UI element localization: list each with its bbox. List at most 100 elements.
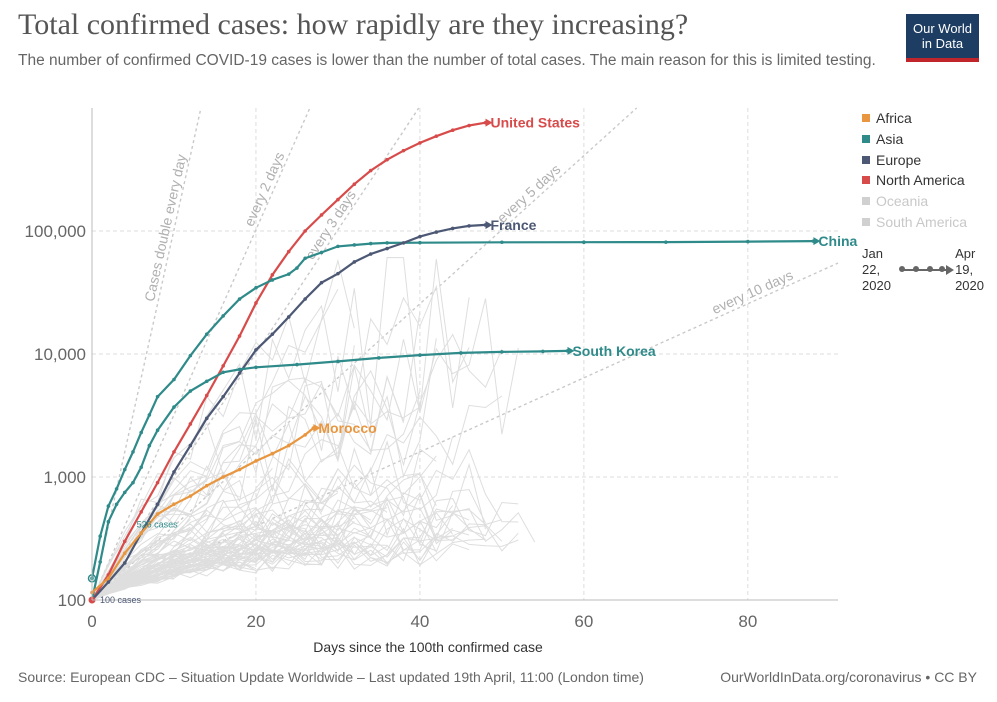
timeline-arrow-icon — [946, 265, 954, 275]
background-country-line — [91, 448, 519, 601]
data-point — [385, 241, 389, 245]
data-point — [418, 353, 422, 357]
legend-item-south-america[interactable]: South America — [862, 211, 967, 232]
x-tick-label: 60 — [574, 612, 593, 631]
data-point — [418, 240, 422, 245]
data-point — [303, 297, 307, 301]
timeline-handle-end[interactable] — [939, 266, 945, 272]
background-country-line — [91, 489, 486, 601]
page-subtitle: The number of confirmed COVID-19 cases i… — [18, 52, 876, 69]
legend-item-asia[interactable]: Asia — [862, 129, 967, 150]
data-point — [254, 348, 258, 352]
data-point — [459, 351, 463, 355]
legend-swatch — [862, 114, 870, 123]
data-point — [155, 394, 160, 399]
legend-item-europe[interactable]: Europe — [862, 149, 967, 170]
data-point — [303, 256, 307, 261]
chart-legend: Africa Asia Europe North America Oceania Sout… — [862, 108, 967, 232]
data-point — [541, 349, 545, 354]
background-country-line — [91, 258, 355, 601]
data-point — [295, 362, 299, 367]
legend-label: Asia — [876, 131, 904, 148]
data-point — [319, 213, 324, 217]
background-country-line — [91, 545, 240, 601]
data-point — [467, 123, 471, 128]
data-point — [270, 332, 275, 336]
owid-logo[interactable]: Our World in Data — [906, 14, 979, 62]
data-point — [401, 241, 406, 245]
timeline-track[interactable] — [899, 265, 954, 275]
background-country-line — [91, 512, 454, 601]
data-point — [270, 451, 275, 456]
data-point — [172, 377, 176, 382]
background-country-line — [91, 520, 355, 601]
series-end-arrow — [813, 237, 821, 246]
chart-grid — [92, 108, 838, 600]
data-point — [237, 297, 242, 301]
data-point — [336, 197, 340, 202]
data-point — [450, 226, 455, 231]
data-point — [122, 551, 127, 556]
x-tick-label: 80 — [738, 612, 757, 631]
chart-axes: 100 1,000 10,000 100,000 0 20 40 60 80 Days since… — [25, 108, 838, 655]
data-point — [221, 394, 225, 399]
data-point — [188, 443, 193, 448]
timeline-handle-start[interactable] — [899, 266, 905, 272]
chart-annotations: 526 cases 100 cases — [100, 519, 178, 605]
data-point — [172, 450, 176, 454]
data-point — [122, 467, 127, 472]
background-country-line — [91, 400, 421, 601]
data-point — [254, 365, 258, 370]
background-country-line — [91, 333, 503, 601]
data-point — [254, 459, 258, 463]
data-point — [139, 430, 143, 435]
data-point — [352, 260, 357, 264]
annotation-label: 100 cases — [100, 595, 142, 605]
data-point — [155, 502, 160, 507]
timeline-end-label: Apr 19, 2020 — [955, 246, 984, 293]
legend-item-oceania[interactable]: Oceania — [862, 191, 967, 212]
timeline-slider[interactable]: Jan 22, 2020 Apr 19, 2020 — [862, 246, 984, 298]
data-point — [237, 367, 242, 372]
reference-line-label: every 10 days — [709, 267, 795, 317]
y-tick-label: 10,000 — [34, 345, 86, 364]
legend-item-north-america[interactable]: North America — [862, 170, 967, 191]
data-point — [401, 148, 406, 153]
data-point — [221, 370, 225, 375]
data-point — [131, 450, 135, 454]
background-country-line — [91, 446, 437, 601]
series-end-arrow — [567, 346, 575, 355]
data-point — [270, 278, 275, 282]
data-point — [336, 271, 340, 276]
logo-line-2: in Data — [921, 36, 964, 51]
data-point — [221, 314, 225, 318]
data-point — [418, 141, 422, 145]
data-point — [172, 470, 176, 474]
highlighted-series: United States China France South Korea Moroc… — [87, 115, 858, 604]
series-end-arrow — [485, 220, 493, 229]
y-tick-label: 1,000 — [43, 468, 86, 487]
data-point — [237, 467, 242, 472]
data-point — [368, 168, 373, 173]
data-point — [188, 494, 193, 498]
data-point — [106, 519, 111, 524]
credit-link[interactable]: OurWorldInData.org/coronavirus • CC BY — [720, 669, 977, 685]
data-point — [98, 534, 102, 539]
data-point — [139, 510, 143, 514]
data-point — [106, 504, 111, 508]
legend-item-africa[interactable]: Africa — [862, 108, 967, 129]
background-country-line — [91, 540, 191, 601]
series-label: France — [490, 217, 536, 233]
background-country-line — [91, 436, 454, 601]
background-country-line — [91, 535, 519, 601]
x-tick-label: 20 — [246, 612, 265, 631]
data-point — [582, 240, 586, 244]
data-point — [188, 389, 193, 393]
series-end-arrow — [313, 424, 321, 433]
legend-swatch — [862, 135, 870, 144]
background-country-line — [91, 549, 224, 601]
data-point — [336, 244, 340, 249]
data-point — [147, 413, 152, 417]
data-point — [188, 353, 193, 358]
